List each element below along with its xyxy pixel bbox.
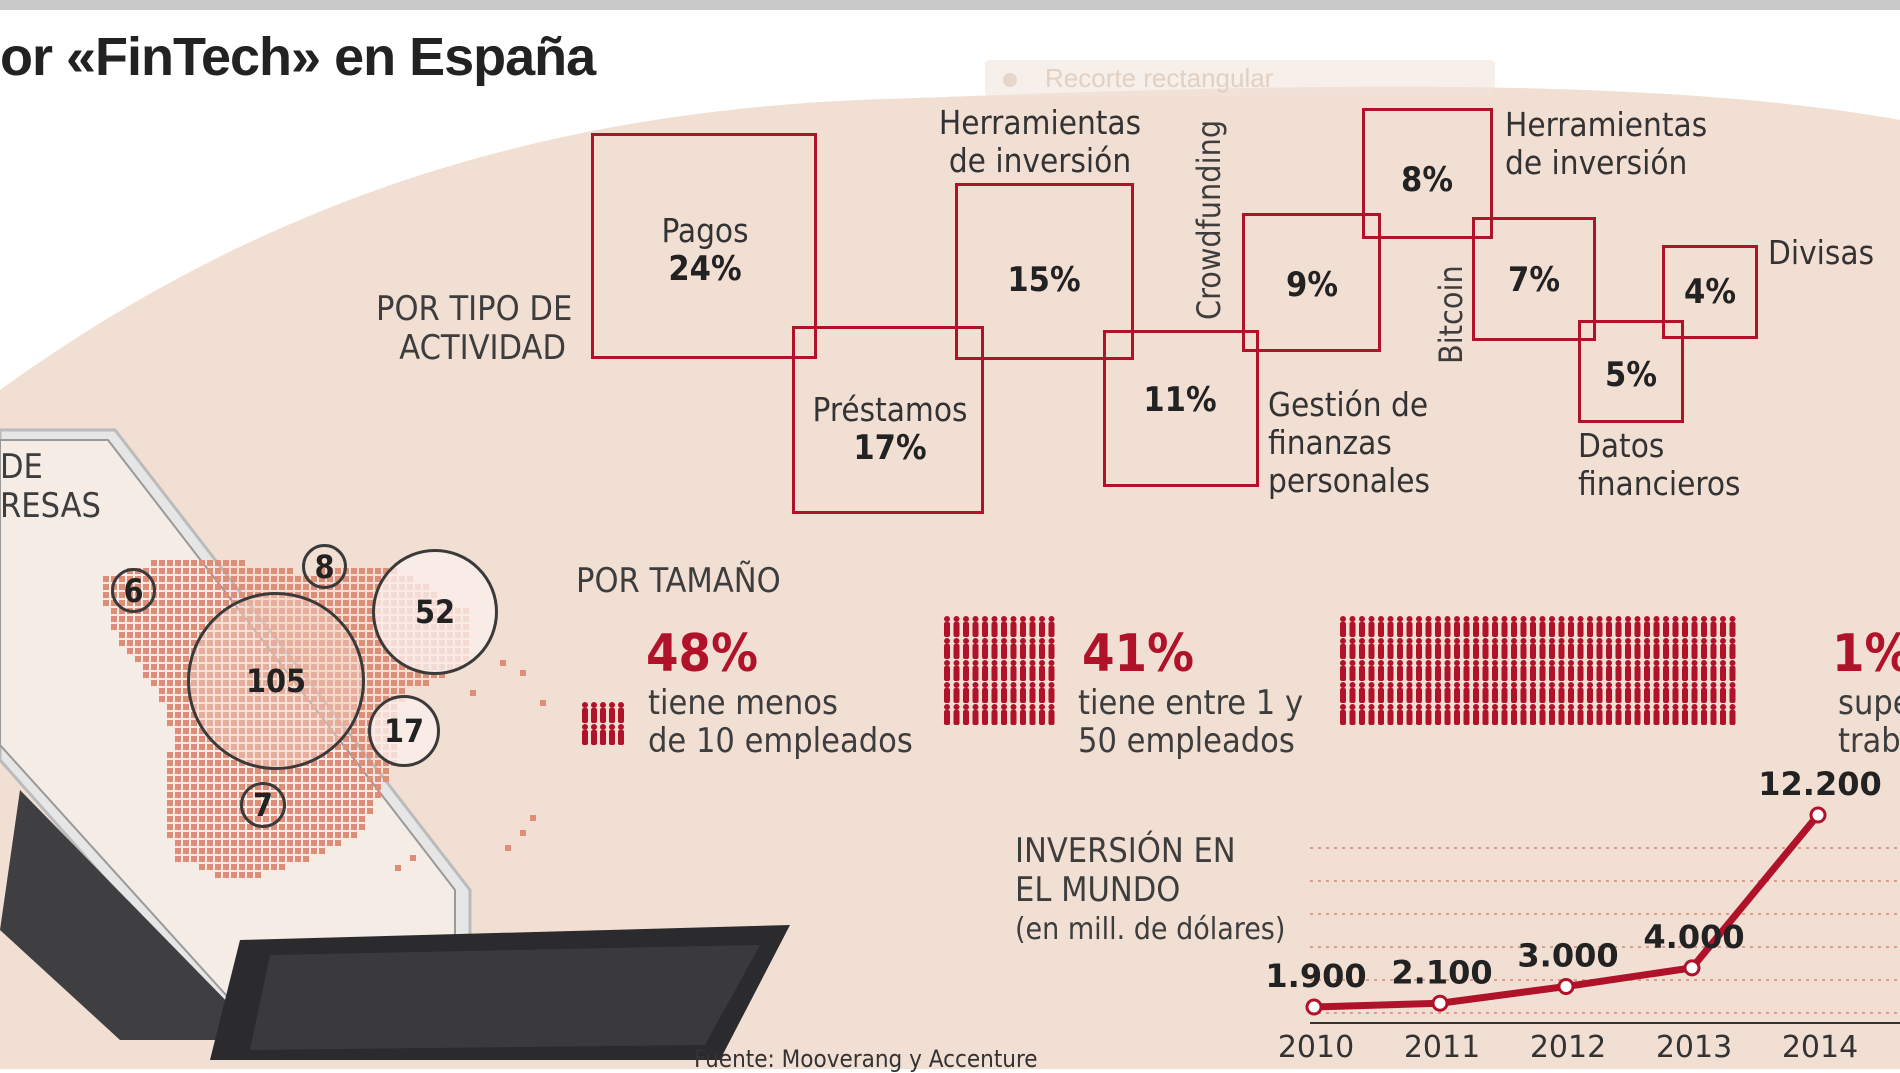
investment-label: INVERSIÓN EN EL MUNDO (en mill. de dólar… bbox=[1015, 832, 1285, 949]
page-title: or «FinTech» en España bbox=[0, 27, 596, 87]
size-desc-2: tiene entre 1 y 50 empleados bbox=[1078, 684, 1303, 760]
size-pct-1: 48% bbox=[646, 624, 758, 684]
prestamos-name: Préstamos bbox=[812, 390, 968, 429]
square-bitcoin bbox=[1472, 217, 1596, 341]
size-desc-1-line2: de 10 empleados bbox=[648, 721, 913, 761]
connector bbox=[1662, 320, 1684, 339]
size-desc-3-line1: supe bbox=[1838, 683, 1900, 723]
investment-unit: (en mill. de dólares) bbox=[1015, 912, 1286, 947]
size-pct-3: 1% bbox=[1832, 624, 1900, 684]
bitcoin-label: Bitcoin bbox=[1432, 265, 1470, 364]
size-desc-1-line1: tiene menos bbox=[648, 683, 838, 723]
gestion-label: Gestión de finanzas personales bbox=[1268, 386, 1430, 500]
herramientas-line1: Herramientas bbox=[938, 103, 1142, 142]
square-datos bbox=[1578, 320, 1684, 423]
connector bbox=[1362, 213, 1381, 239]
data-label: 12.200 bbox=[1758, 765, 1881, 803]
investment-label-line1: INVERSIÓN EN bbox=[1015, 831, 1236, 871]
size-desc-1: tiene menos de 10 empleados bbox=[648, 684, 913, 760]
data-point bbox=[1557, 977, 1575, 995]
gestion-line3: personales bbox=[1268, 461, 1430, 500]
x-tick-label: 2013 bbox=[1656, 1030, 1732, 1065]
x-tick-label: 2014 bbox=[1782, 1030, 1858, 1065]
pct-7: 7% bbox=[1508, 260, 1560, 300]
x-tick-label: 2011 bbox=[1404, 1030, 1480, 1065]
employee-icons bbox=[582, 616, 1736, 745]
pagos-pct: 24% bbox=[668, 249, 742, 289]
investment-chart: 1.900 2010 2.100 2011 3.000 2012 4.000 2013 12.2… bbox=[1265, 765, 1900, 1065]
size-pct-2: 41% bbox=[1082, 624, 1194, 684]
map-label: DE RESAS bbox=[0, 448, 101, 526]
bubble-7: 7 bbox=[240, 782, 286, 828]
bubble-6: 6 bbox=[111, 568, 156, 613]
crowdfunding-label: Crowdfunding bbox=[1190, 119, 1228, 320]
crowdfunding-pct: 9% bbox=[1286, 265, 1338, 305]
data-point bbox=[1305, 998, 1323, 1016]
datos-line2: financieros bbox=[1578, 464, 1741, 503]
pagos-name: Pagos bbox=[661, 211, 749, 250]
top-bar bbox=[0, 0, 1900, 10]
pct-4: 4% bbox=[1684, 272, 1736, 312]
square-crowdfunding bbox=[1242, 213, 1381, 352]
connector bbox=[1578, 320, 1596, 341]
activity-label: POR TIPO DE ACTIVIDAD bbox=[376, 289, 573, 368]
datos-line1: Datos bbox=[1578, 426, 1665, 465]
square-divisas bbox=[1662, 245, 1758, 339]
source-note: Fuente: Mooverang y Accenture bbox=[694, 1045, 1038, 1073]
connector bbox=[792, 326, 817, 359]
bubble-52: 52 bbox=[372, 549, 498, 675]
connector bbox=[955, 326, 984, 360]
data-point bbox=[1683, 959, 1701, 977]
data-label: 3.000 bbox=[1517, 936, 1618, 974]
gestion-line2: finanzas bbox=[1268, 423, 1392, 462]
data-point bbox=[1431, 994, 1449, 1012]
herramientas2-line1: Herramientas bbox=[1505, 105, 1708, 144]
activity-label-line1: POR TIPO DE bbox=[376, 289, 573, 329]
connector bbox=[1103, 330, 1134, 360]
square-11 bbox=[1103, 330, 1259, 487]
investment-label-line2: EL MUNDO bbox=[1015, 870, 1181, 910]
prestamos-pct: 17% bbox=[853, 428, 927, 468]
gestion-line1: Gestión de bbox=[1268, 385, 1429, 424]
square-8 bbox=[1362, 108, 1493, 239]
map-label-line1: DE bbox=[0, 447, 43, 487]
square-herramientas bbox=[955, 183, 1134, 360]
size-label: POR TAMAÑO bbox=[576, 561, 781, 601]
herramientas-pct: 15% bbox=[1007, 260, 1081, 300]
data-label: 1.900 bbox=[1265, 957, 1366, 995]
square-pagos bbox=[591, 133, 817, 359]
bubble-105: 105 bbox=[187, 592, 365, 770]
data-label: 2.100 bbox=[1391, 953, 1492, 991]
herramientas-name: Herramientas de inversión bbox=[920, 104, 1160, 180]
map-label-line2: RESAS bbox=[0, 486, 101, 526]
size-desc-3-line2: trab bbox=[1838, 721, 1900, 761]
x-tick-label: 2012 bbox=[1530, 1030, 1606, 1065]
overlay-text: Recorte rectangular bbox=[1045, 63, 1274, 93]
bubble-8: 8 bbox=[302, 544, 347, 589]
data-label: 4.000 bbox=[1643, 918, 1744, 956]
herramientas-line2: de inversión bbox=[948, 141, 1132, 180]
size-desc-3: supe trab bbox=[1838, 684, 1900, 760]
record-icon bbox=[1003, 73, 1017, 88]
pct-8: 8% bbox=[1401, 160, 1453, 200]
pagos-label: Pagos 24% bbox=[615, 211, 795, 289]
pct-5: 5% bbox=[1605, 355, 1657, 395]
square-prestamos bbox=[792, 326, 984, 514]
bubble-17: 17 bbox=[368, 695, 440, 767]
pct-11: 11% bbox=[1143, 380, 1217, 420]
x-tick-label: 2010 bbox=[1278, 1030, 1354, 1065]
datos-label: Datos financieros bbox=[1578, 427, 1741, 503]
screen-capture-overlay: Recorte rectangular bbox=[985, 60, 1495, 96]
prestamos-label: Préstamos 17% bbox=[800, 390, 980, 468]
connector bbox=[1472, 217, 1493, 239]
connector bbox=[1242, 330, 1259, 352]
herramientas2-label: Herramientas de inversión bbox=[1505, 106, 1707, 182]
size-desc-2-line1: tiene entre 1 y bbox=[1078, 683, 1304, 723]
activity-label-line2: ACTIVIDAD bbox=[399, 328, 566, 368]
herramientas2-line2: de inversión bbox=[1505, 143, 1688, 182]
divisas-label: Divisas bbox=[1768, 233, 1875, 272]
data-point bbox=[1809, 806, 1827, 824]
size-desc-2-line2: 50 empleados bbox=[1078, 721, 1295, 761]
